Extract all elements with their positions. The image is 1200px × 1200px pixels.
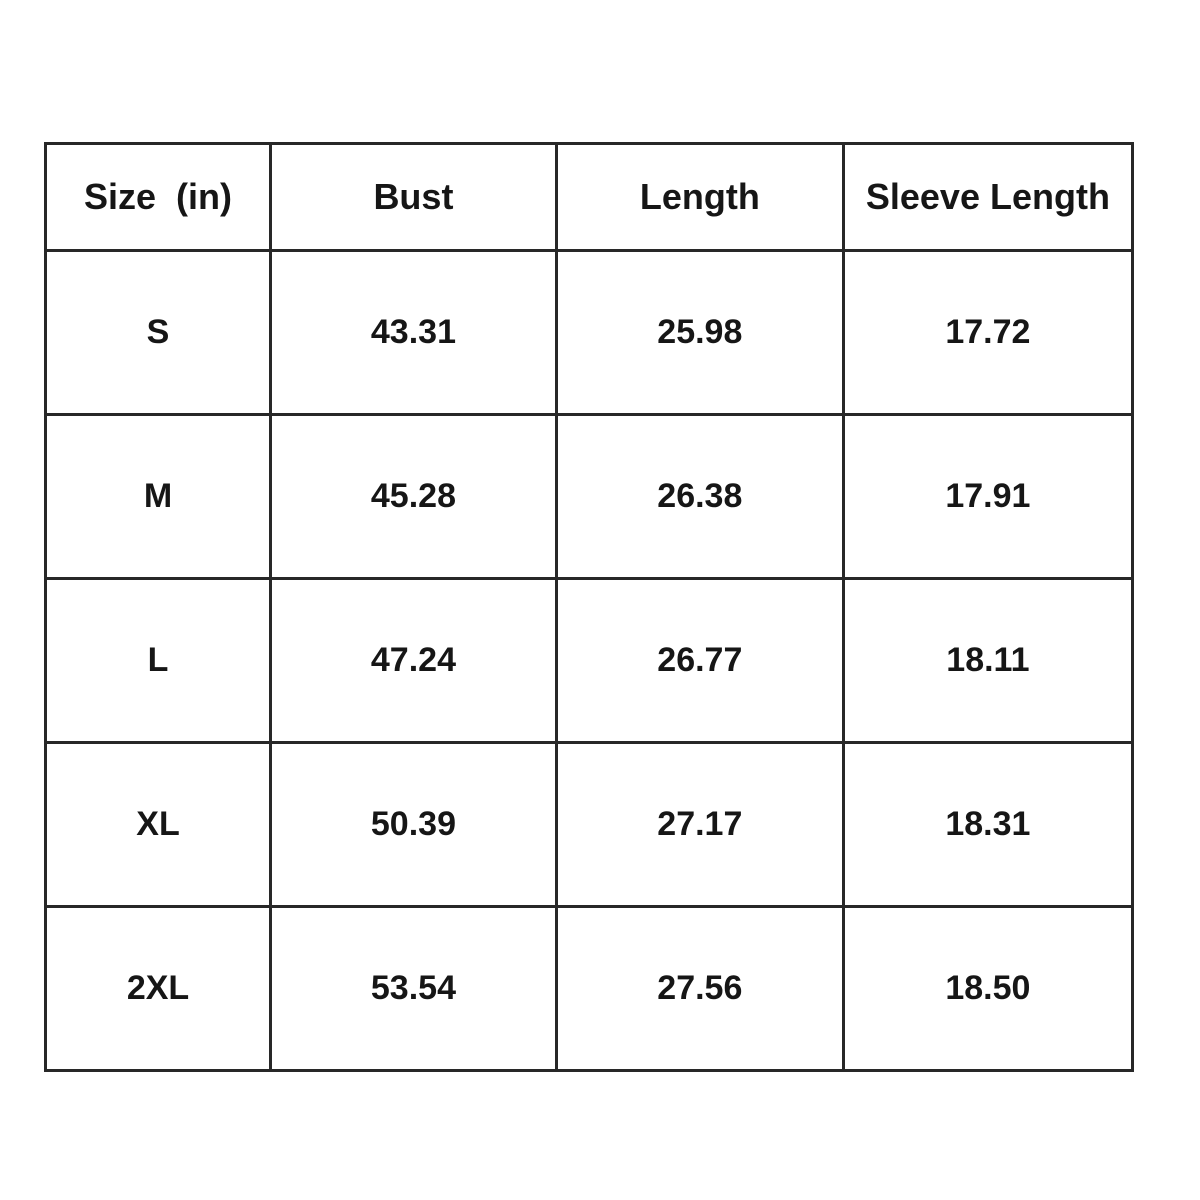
length-cell: 27.56 <box>554 905 845 1072</box>
bust-cell: 43.31 <box>269 249 558 416</box>
header-row: Size (in) Bust Length Sleeve Length <box>44 142 1135 252</box>
table-row-m: M 45.28 26.38 17.91 <box>44 413 1135 580</box>
header-cell-size: Size (in) <box>44 142 272 252</box>
size-cell: 2XL <box>44 905 272 1072</box>
header-cell-bust: Bust <box>269 142 558 252</box>
sleeve-length-cell: 18.11 <box>841 577 1135 744</box>
length-cell: 26.77 <box>554 577 845 744</box>
table-row-xl: XL 50.39 27.17 18.31 <box>44 741 1135 908</box>
bust-cell: 45.28 <box>269 413 558 580</box>
sleeve-length-cell: 18.31 <box>841 741 1135 908</box>
table-row-s: S 43.31 25.98 17.72 <box>44 249 1135 416</box>
size-cell: M <box>44 413 272 580</box>
table-row-l: L 47.24 26.77 18.11 <box>44 577 1135 744</box>
length-cell: 27.17 <box>554 741 845 908</box>
sleeve-length-cell: 18.50 <box>841 905 1135 1072</box>
sleeve-length-cell: 17.72 <box>841 249 1135 416</box>
length-cell: 26.38 <box>554 413 845 580</box>
size-cell: XL <box>44 741 272 908</box>
bust-cell: 50.39 <box>269 741 558 908</box>
size-chart-table: Size (in) Bust Length Sleeve Length S 43… <box>44 142 1135 1072</box>
header-cell-sleeve-length: Sleeve Length <box>841 142 1135 252</box>
header-cell-length: Length <box>554 142 845 252</box>
table-row-2xl: 2XL 53.54 27.56 18.50 <box>44 905 1135 1072</box>
bust-cell: 53.54 <box>269 905 558 1072</box>
size-cell: S <box>44 249 272 416</box>
sleeve-length-cell: 17.91 <box>841 413 1135 580</box>
bust-cell: 47.24 <box>269 577 558 744</box>
size-cell: L <box>44 577 272 744</box>
length-cell: 25.98 <box>554 249 845 416</box>
